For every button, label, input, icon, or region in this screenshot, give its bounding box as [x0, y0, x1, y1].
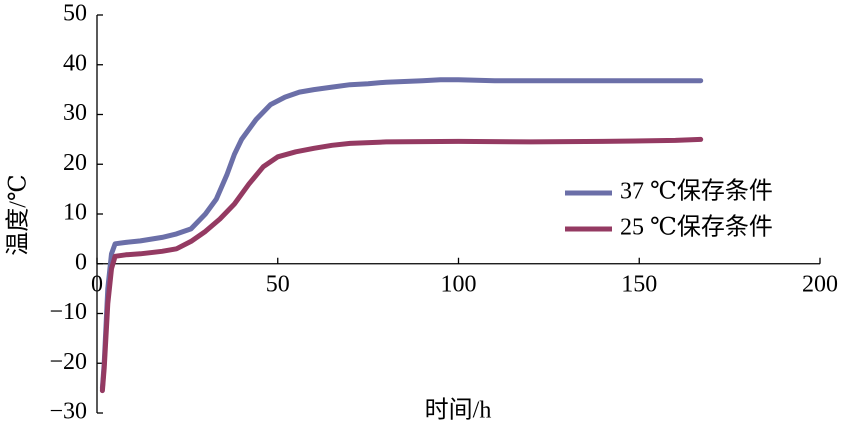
y-tick-label: −10	[49, 299, 87, 325]
y-tick-label: −20	[49, 349, 87, 375]
x-tick-label: 0	[91, 271, 103, 297]
y-tick-label: 30	[63, 100, 87, 126]
x-tick-label: 200	[802, 271, 838, 297]
legend-label: 25 ℃保存条件	[620, 214, 773, 241]
y-tick-label: −30	[49, 399, 87, 425]
x-tick-label: 150	[621, 271, 657, 297]
y-axis-label: 温度/℃	[5, 174, 32, 256]
x-tick-label: 50	[266, 271, 290, 297]
y-tick-label: 10	[63, 200, 87, 226]
y-tick-label: 40	[63, 50, 87, 76]
x-tick-label: 100	[441, 271, 477, 297]
x-axis-label: 时间/h	[425, 397, 492, 424]
data-line	[99, 136, 704, 394]
y-tick-label: 20	[63, 150, 87, 176]
legend-label: 37 ℃保存条件	[620, 178, 773, 205]
data-line	[99, 77, 704, 391]
y-tick-label: 50	[63, 1, 87, 27]
y-tick-label: 0	[75, 249, 87, 275]
